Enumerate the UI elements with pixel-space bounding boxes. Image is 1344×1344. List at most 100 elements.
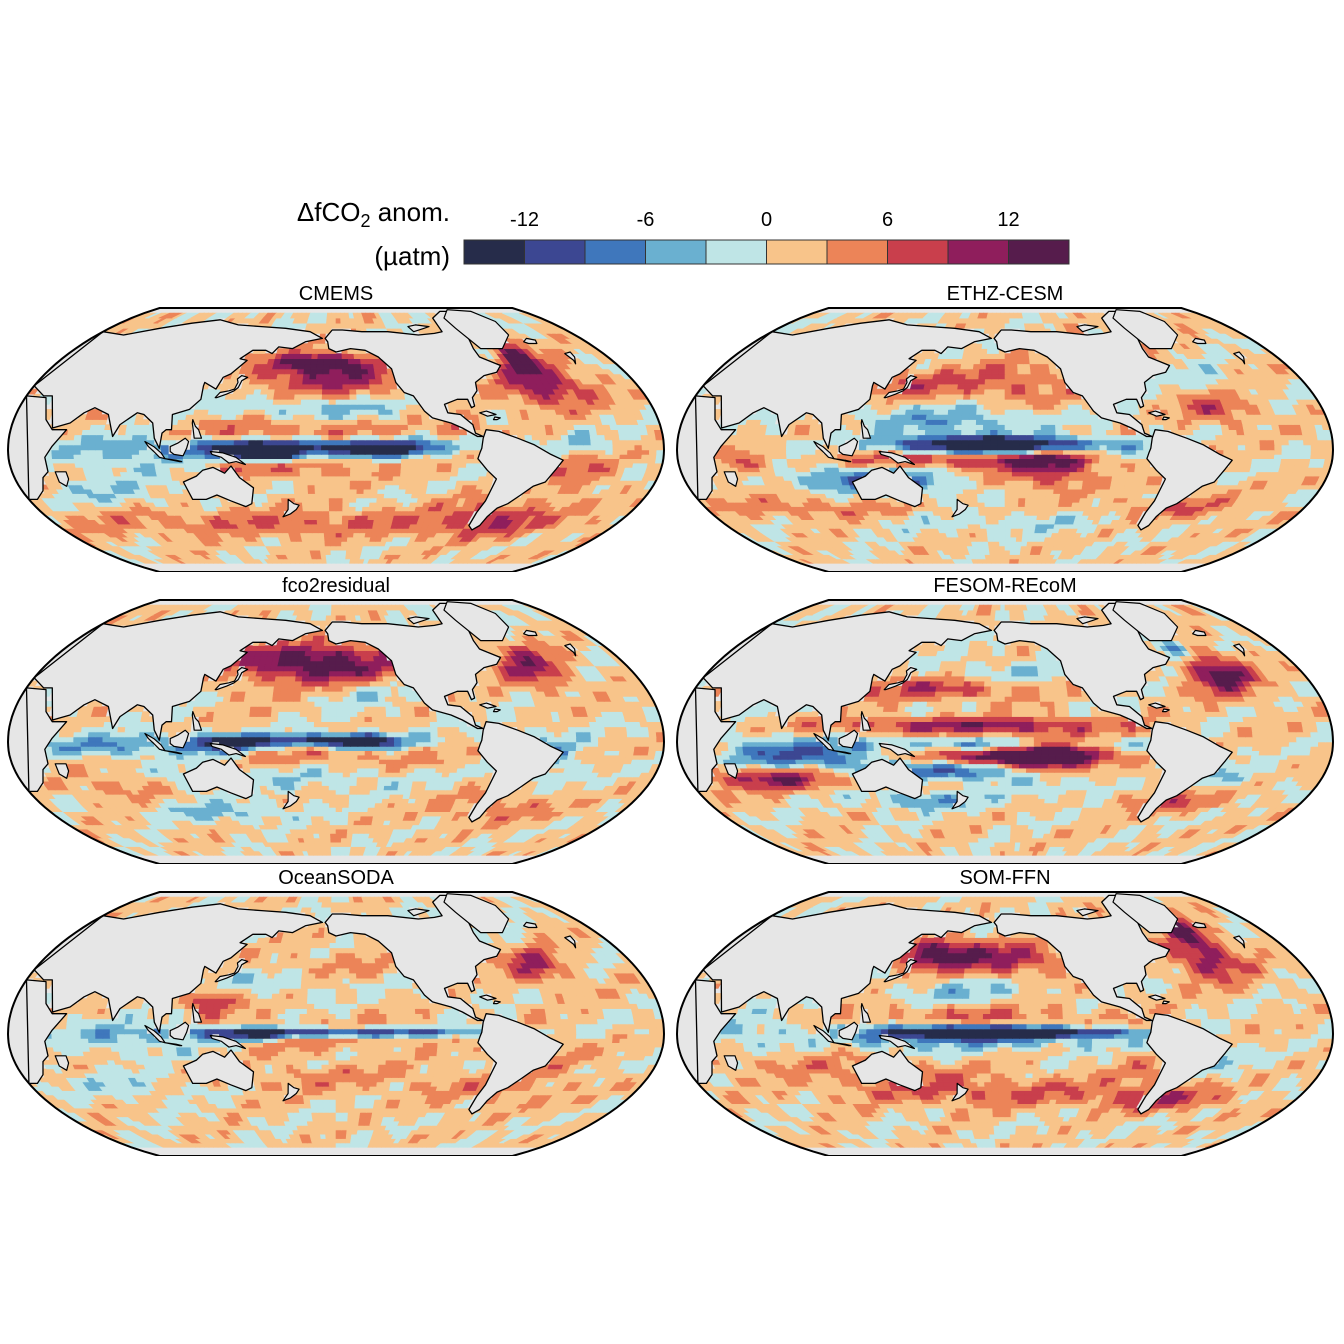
- land-island: [144, 440, 166, 460]
- colorbar-bin-3: [645, 239, 707, 265]
- land-australia: [182, 757, 255, 800]
- land-island: [144, 1024, 166, 1044]
- land-island: [523, 629, 538, 637]
- land-island: [169, 1021, 190, 1041]
- land-island: [838, 729, 859, 749]
- land-island: [214, 959, 249, 983]
- map-border: [675, 599, 1335, 864]
- land-samerica: [1137, 721, 1233, 823]
- colorbar-bin-1: [524, 239, 586, 265]
- land-island: [860, 711, 872, 731]
- coastlines: [694, 601, 1246, 823]
- land-island: [878, 1034, 915, 1050]
- land-island: [1161, 1000, 1170, 1005]
- land-island: [723, 763, 739, 779]
- land-island: [407, 908, 430, 917]
- land-island: [164, 458, 183, 463]
- land-island: [838, 1021, 859, 1041]
- land-island: [282, 498, 300, 518]
- land-island: [169, 729, 190, 749]
- map-oceansoda: [6, 891, 666, 1156]
- land-island: [1161, 708, 1170, 713]
- land-samerica: [468, 429, 564, 531]
- map-border: [6, 599, 666, 864]
- land-island: [860, 1003, 872, 1023]
- colorbar-tick-label: -6: [637, 209, 655, 231]
- land-island: [443, 309, 510, 350]
- land-island: [1161, 416, 1170, 421]
- land-island: [883, 959, 918, 983]
- coastlines: [694, 309, 1246, 531]
- land-island: [883, 375, 918, 399]
- panel-title: fco2residual: [5, 574, 667, 598]
- land-africa: [25, 979, 68, 1085]
- panel-title: SOM-FFN: [674, 866, 1336, 890]
- land-samerica: [468, 1013, 564, 1115]
- coastlines: [25, 893, 577, 1115]
- map-border: [675, 307, 1335, 572]
- land-island: [144, 732, 166, 752]
- land-island: [214, 375, 249, 399]
- land-namerica: [993, 602, 1171, 730]
- land-eurasia: [33, 319, 324, 449]
- land-eurasia: [33, 903, 324, 1033]
- land-island: [1112, 893, 1179, 934]
- land-island: [723, 1055, 739, 1071]
- land-namerica: [993, 310, 1171, 438]
- land-island: [282, 1082, 300, 1102]
- land-island: [209, 742, 246, 758]
- land-island: [1148, 994, 1166, 1001]
- map-fco2residual: [6, 599, 666, 864]
- land-island: [54, 763, 70, 779]
- coastlines: [25, 309, 577, 531]
- land-island: [282, 790, 300, 810]
- land-island: [407, 616, 430, 625]
- land-island: [1076, 908, 1099, 917]
- land-island: [479, 410, 497, 417]
- land-island: [191, 1003, 203, 1023]
- land-island: [1233, 351, 1246, 365]
- map-panel-fesom-recom: FESOM-REcoM: [674, 574, 1336, 864]
- land-island: [564, 351, 577, 365]
- land-island: [523, 921, 538, 929]
- coastlines: [694, 893, 1246, 1115]
- land-island: [1192, 629, 1207, 637]
- colorbar-bin-5: [766, 239, 828, 265]
- land-island: [1076, 616, 1099, 625]
- land-island: [209, 1034, 246, 1050]
- panel-title: CMEMS: [5, 282, 667, 306]
- land-australia: [851, 757, 924, 800]
- map-fesom-recom: [675, 599, 1335, 864]
- land-island: [833, 1042, 852, 1047]
- land-island: [813, 1024, 835, 1044]
- map-panel-ethz-cesm: ETHZ-CESM: [674, 282, 1336, 572]
- map-som-ffn: [675, 891, 1335, 1156]
- land-eurasia: [702, 611, 993, 741]
- land-africa: [25, 395, 68, 501]
- colorbar-bin-8: [947, 239, 1009, 265]
- land-island: [1233, 643, 1246, 657]
- colorbar-unit: (µatm): [250, 234, 450, 278]
- land-eurasia: [33, 611, 324, 741]
- land-island: [164, 750, 183, 755]
- land-island: [164, 1042, 183, 1047]
- colorbar-tick-label: -12: [510, 209, 539, 231]
- land-island: [951, 498, 969, 518]
- colorbar-tick-label: 6: [882, 209, 893, 231]
- panel-title: ETHZ-CESM: [674, 282, 1336, 306]
- land-samerica: [1137, 429, 1233, 531]
- panel-title: FESOM-REcoM: [674, 574, 1336, 598]
- colorbar-bin-9: [1008, 239, 1070, 265]
- colorbar-tick-label: 12: [997, 209, 1019, 231]
- land-island: [54, 1055, 70, 1071]
- land-australia: [851, 465, 924, 508]
- map-panel-oceansoda: OceanSODA: [5, 866, 667, 1156]
- land-island: [191, 711, 203, 731]
- map-border: [6, 307, 666, 572]
- land-island: [1192, 337, 1207, 345]
- land-island: [813, 732, 835, 752]
- land-island: [860, 419, 872, 439]
- coastlines: [25, 601, 577, 823]
- land-island: [564, 643, 577, 657]
- colorbar-bin-6: [826, 239, 888, 265]
